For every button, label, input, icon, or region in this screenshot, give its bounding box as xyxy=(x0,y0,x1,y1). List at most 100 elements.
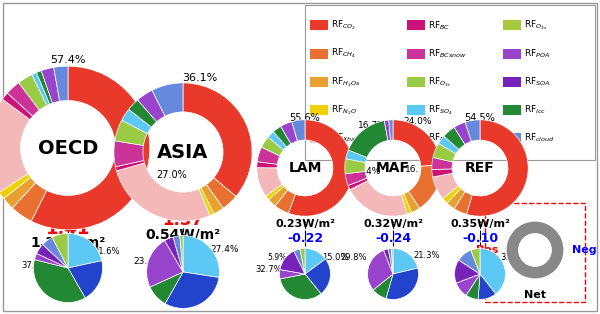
Wedge shape xyxy=(456,274,480,295)
Text: -0.24: -0.24 xyxy=(375,231,411,245)
Text: 32.7%: 32.7% xyxy=(256,266,282,274)
Wedge shape xyxy=(274,126,291,147)
Wedge shape xyxy=(115,160,145,171)
Text: RF$_{CH_4}$: RF$_{CH_4}$ xyxy=(331,47,356,60)
Text: 20.1%: 20.1% xyxy=(65,268,91,277)
Wedge shape xyxy=(465,120,480,141)
Text: 19.3%: 19.3% xyxy=(115,150,145,160)
Text: Pos: Pos xyxy=(476,245,498,255)
Wedge shape xyxy=(32,73,50,106)
Wedge shape xyxy=(388,249,393,274)
Wedge shape xyxy=(454,122,472,144)
Wedge shape xyxy=(19,75,47,110)
Wedge shape xyxy=(68,233,102,268)
Wedge shape xyxy=(443,186,461,203)
Text: 16.: 16. xyxy=(405,165,419,175)
Wedge shape xyxy=(68,261,103,298)
Text: 55.6%: 55.6% xyxy=(290,113,320,123)
Text: RF$_{N_2O}$: RF$_{N_2O}$ xyxy=(331,103,357,117)
Wedge shape xyxy=(165,272,219,308)
Text: 5.9%: 5.9% xyxy=(268,253,287,263)
Wedge shape xyxy=(13,183,47,221)
Text: REF: REF xyxy=(465,161,495,175)
Wedge shape xyxy=(454,192,472,214)
Text: 27.4%: 27.4% xyxy=(210,246,239,255)
Text: 24.2%: 24.2% xyxy=(297,273,323,283)
Wedge shape xyxy=(173,236,183,272)
Wedge shape xyxy=(199,188,214,216)
Text: 0.35W/m²: 0.35W/m² xyxy=(450,219,510,229)
Wedge shape xyxy=(458,250,480,274)
Wedge shape xyxy=(384,120,391,141)
Text: ASIA: ASIA xyxy=(157,143,209,161)
FancyBboxPatch shape xyxy=(310,49,328,58)
Wedge shape xyxy=(368,250,393,290)
Wedge shape xyxy=(447,188,465,209)
Text: RF$_{O_{3s}}$: RF$_{O_{3s}}$ xyxy=(524,19,548,32)
FancyBboxPatch shape xyxy=(310,77,328,87)
Wedge shape xyxy=(34,253,68,268)
Text: 54.5%: 54.5% xyxy=(464,113,496,123)
Wedge shape xyxy=(137,90,165,122)
Wedge shape xyxy=(300,249,305,274)
FancyBboxPatch shape xyxy=(407,49,425,58)
Wedge shape xyxy=(467,120,528,216)
FancyBboxPatch shape xyxy=(407,105,425,115)
FancyBboxPatch shape xyxy=(503,105,521,115)
Wedge shape xyxy=(2,93,33,120)
Text: 24.0%: 24.0% xyxy=(404,117,432,127)
Text: 1.37: 1.37 xyxy=(163,211,203,229)
Wedge shape xyxy=(478,274,496,300)
FancyBboxPatch shape xyxy=(503,133,521,143)
FancyBboxPatch shape xyxy=(407,133,425,143)
Wedge shape xyxy=(257,162,277,168)
Wedge shape xyxy=(346,150,367,163)
Wedge shape xyxy=(289,120,353,216)
Wedge shape xyxy=(37,71,52,104)
Wedge shape xyxy=(345,159,365,174)
Text: 27.0%: 27.0% xyxy=(157,170,187,180)
Text: LAM: LAM xyxy=(289,161,322,175)
FancyBboxPatch shape xyxy=(503,77,521,87)
Text: 0.23W/m²: 0.23W/m² xyxy=(275,219,335,229)
FancyBboxPatch shape xyxy=(310,133,328,143)
Wedge shape xyxy=(115,120,148,145)
Wedge shape xyxy=(0,99,30,192)
Wedge shape xyxy=(201,185,223,214)
Wedge shape xyxy=(114,141,144,167)
Wedge shape xyxy=(275,190,295,213)
Text: 21.3%: 21.3% xyxy=(413,251,439,259)
Wedge shape xyxy=(401,194,412,214)
Wedge shape xyxy=(471,249,480,274)
FancyBboxPatch shape xyxy=(503,20,521,30)
Wedge shape xyxy=(150,272,183,304)
Wedge shape xyxy=(409,165,441,208)
Text: RF$_{Xhalo}$: RF$_{Xhalo}$ xyxy=(331,132,362,144)
Text: RF$_{SOA}$: RF$_{SOA}$ xyxy=(524,75,551,88)
Text: 0.45: 0.45 xyxy=(288,203,322,217)
Wedge shape xyxy=(350,181,407,216)
Wedge shape xyxy=(294,249,305,274)
Text: RF$_{SO_4}$: RF$_{SO_4}$ xyxy=(428,103,452,117)
Text: MAF: MAF xyxy=(376,161,410,175)
Text: 23.4%: 23.4% xyxy=(133,257,162,267)
Text: OECD: OECD xyxy=(38,138,98,158)
Text: 21.6%: 21.6% xyxy=(93,247,119,257)
Text: 15.0%: 15.0% xyxy=(322,253,349,263)
Text: -0.83: -0.83 xyxy=(161,241,205,256)
Text: 57.4%: 57.4% xyxy=(50,55,86,65)
Wedge shape xyxy=(345,171,367,186)
Text: 30.8%: 30.8% xyxy=(181,275,209,284)
Wedge shape xyxy=(116,163,210,221)
Wedge shape xyxy=(122,109,151,133)
Text: 1.12W/m²: 1.12W/m² xyxy=(31,236,106,250)
Wedge shape xyxy=(305,249,326,274)
Wedge shape xyxy=(383,249,393,274)
Wedge shape xyxy=(404,191,419,213)
Wedge shape xyxy=(455,260,480,283)
FancyBboxPatch shape xyxy=(310,105,328,115)
Text: 1.41: 1.41 xyxy=(46,220,90,238)
Text: 0.56: 0.56 xyxy=(376,203,410,217)
Wedge shape xyxy=(266,184,284,200)
Wedge shape xyxy=(41,68,59,103)
